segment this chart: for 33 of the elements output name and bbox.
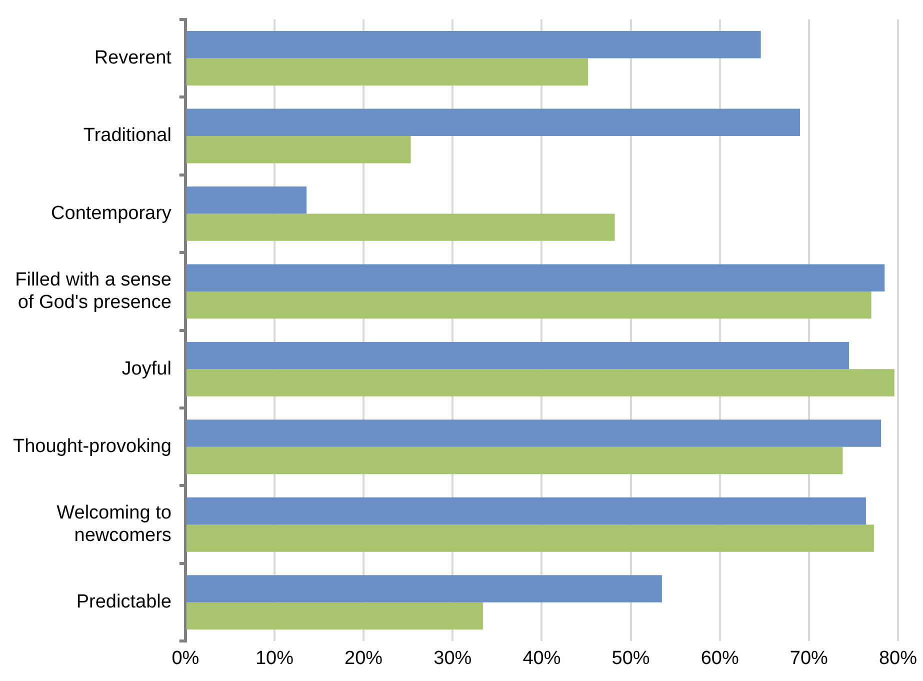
bar (186, 291, 872, 319)
y-tick-label: Contemporary (51, 202, 172, 224)
bar (186, 369, 894, 396)
x-tick-label: 50% (612, 648, 650, 669)
x-tick-label: 30% (434, 648, 472, 669)
y-tick-label: Joyful (122, 358, 172, 380)
bar (186, 58, 588, 86)
bar (186, 446, 843, 474)
bar (186, 136, 411, 164)
bar (186, 575, 662, 602)
bar (186, 31, 761, 58)
bar (186, 186, 307, 214)
y-tick-label: Welcoming to newcomers (56, 502, 172, 546)
bar (186, 264, 885, 292)
bar (186, 108, 800, 136)
bar (186, 602, 483, 630)
bar (186, 524, 874, 552)
bar (186, 214, 615, 241)
x-tick-label: 40% (522, 648, 561, 669)
y-tick-label: Thought-provoking (12, 436, 172, 458)
y-tick-label: Predictable (76, 592, 172, 613)
y-tick-label: Reverent (94, 47, 172, 68)
x-tick-label: 70% (790, 648, 828, 669)
bar (186, 420, 882, 447)
bar (186, 497, 866, 525)
y-tick-label: Filled with a sense of God's presence (15, 269, 172, 314)
bar (186, 342, 849, 370)
x-tick-label: 80% (878, 648, 918, 669)
y-tick-label: Traditional (83, 125, 172, 146)
x-tick-label: 20% (344, 648, 383, 669)
x-tick-label: 60% (700, 648, 739, 669)
x-tick-label: 0% (172, 648, 200, 669)
x-tick-label: 10% (255, 648, 294, 669)
